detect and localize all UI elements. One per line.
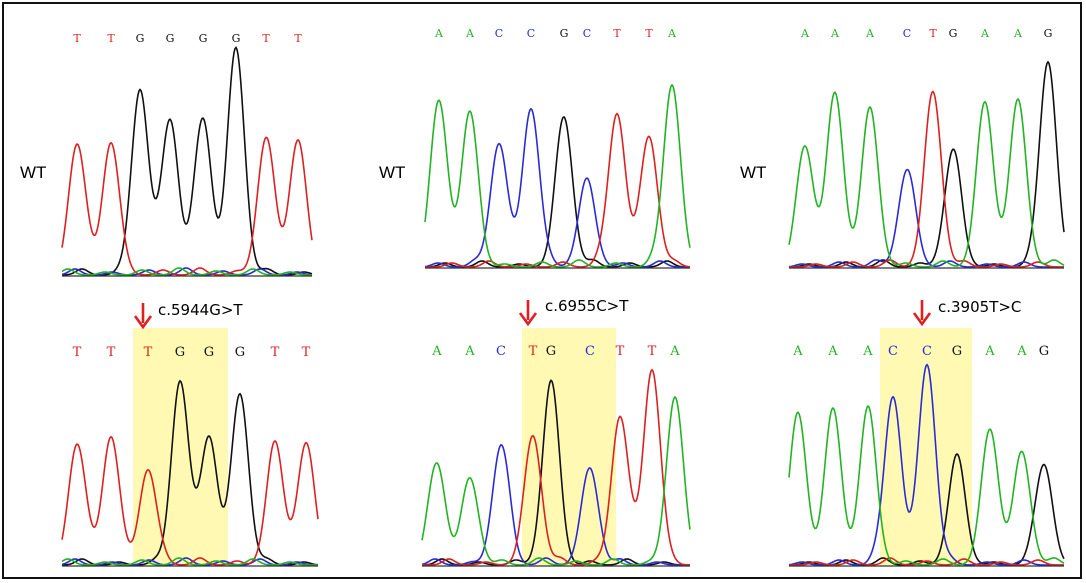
base-call-wt-2-2: A	[465, 27, 475, 40]
base-call-mut-1-4: G	[175, 345, 185, 360]
base-call-mut-2-2: A	[464, 344, 475, 359]
base-call-wt-2-3: C	[495, 27, 503, 40]
base-call-wt-2-7: T	[613, 27, 621, 40]
base-call-mut-2-9: A	[669, 344, 680, 359]
base-call-mut-2-3: C	[496, 344, 506, 359]
base-call-mut-1-6: G	[235, 345, 245, 360]
trace-G-wt-3	[789, 60, 1065, 268]
base-call-wt-2-5: G	[560, 27, 569, 40]
trace-C-mut-3	[788, 363, 1064, 566]
base-call-mut-2-6: C	[585, 344, 595, 359]
base-call-wt-2-4: C	[527, 27, 535, 40]
wt-label-3: WT	[740, 163, 767, 182]
base-call-mut-3-2: A	[827, 344, 838, 359]
base-call-mut-3-6: G	[952, 344, 962, 359]
trace-C-wt-1	[61, 267, 313, 276]
base-call-mut-3-3: A	[862, 344, 873, 359]
base-call-wt-3-3: A	[865, 27, 875, 40]
base-call-mut-1-3: T	[144, 345, 153, 360]
base-call-mut-3-7: A	[984, 344, 995, 359]
base-call-mut-1-1: T	[73, 345, 82, 360]
trace-A-mut-3	[788, 404, 1065, 566]
down-arrow-icon	[912, 300, 932, 327]
trace-T-mut-2	[422, 368, 690, 566]
wt-label-2: WT	[379, 163, 406, 182]
base-call-wt-3-4: C	[903, 27, 911, 40]
trace-C-wt-3	[788, 168, 1064, 268]
mutation-highlight-2	[522, 328, 616, 566]
base-call-wt-2-1: A	[434, 27, 444, 40]
base-call-wt-3-5: T	[929, 27, 937, 40]
base-call-mut-1-5: G	[204, 345, 214, 360]
base-call-wt-2-8: T	[645, 27, 653, 40]
base-call-wt-1-6: G	[232, 32, 241, 45]
base-call-wt-3-6: G	[949, 27, 958, 40]
base-call-wt-3-9: G	[1044, 27, 1053, 40]
base-call-wt-3-8: A	[1013, 27, 1023, 40]
trace-T-wt-3	[789, 90, 1064, 268]
base-call-mut-1-8: T	[302, 345, 311, 360]
trace-G-wt-1	[62, 46, 313, 276]
base-call-wt-2-9: A	[667, 27, 677, 40]
base-call-wt-1-3: G	[136, 32, 145, 45]
base-call-wt-1-1: T	[73, 32, 81, 45]
wt-label-1: WT	[20, 163, 47, 182]
base-call-mut-3-8: A	[1016, 344, 1027, 359]
mutation-label-1: c.5944G>T	[158, 301, 243, 319]
trace-T-wt-2	[425, 112, 691, 268]
trace-A-mut-1	[61, 557, 318, 566]
base-call-wt-1-8: T	[294, 32, 302, 45]
trace-C-mut-2	[421, 443, 690, 566]
base-call-mut-3-4: C	[888, 344, 898, 359]
base-call-mut-2-1: A	[431, 344, 442, 359]
mutation-label-3: c.3905T>C	[938, 298, 1022, 316]
mutation-highlight-1	[133, 328, 228, 566]
mutation-highlight-3	[880, 328, 972, 566]
base-call-mut-1-2: T	[107, 345, 116, 360]
base-call-mut-2-8: T	[648, 344, 657, 359]
trace-A-wt-2	[424, 83, 691, 268]
base-call-wt-1-5: G	[199, 32, 208, 45]
trace-A-mut-2	[421, 395, 691, 566]
down-arrow-icon	[133, 303, 153, 330]
base-call-mut-2-4: T	[529, 344, 538, 359]
base-call-wt-3-7: A	[980, 27, 990, 40]
trace-T-mut-3	[789, 557, 1064, 566]
mutation-label-2: c.6955C>T	[545, 297, 629, 315]
base-call-mut-1-7: T	[271, 345, 280, 360]
trace-A-wt-3	[788, 91, 1065, 268]
trace-A-wt-1	[61, 267, 312, 276]
trace-G-mut-1	[62, 379, 319, 566]
base-call-wt-1-4: G	[166, 32, 175, 45]
base-call-wt-1-7: T	[262, 32, 270, 45]
trace-T-wt-1	[61, 136, 313, 276]
base-call-mut-3-5: C	[922, 344, 932, 359]
base-call-mut-2-7: T	[616, 344, 625, 359]
base-call-wt-2-6: C	[583, 27, 591, 40]
base-call-mut-3-9: G	[1039, 344, 1049, 359]
base-call-wt-3-1: A	[800, 27, 810, 40]
base-call-mut-3-1: A	[792, 344, 803, 359]
base-call-wt-3-2: A	[830, 27, 840, 40]
base-call-wt-1-2: T	[107, 32, 115, 45]
down-arrow-icon	[518, 300, 538, 327]
base-call-mut-2-5: G	[546, 344, 556, 359]
